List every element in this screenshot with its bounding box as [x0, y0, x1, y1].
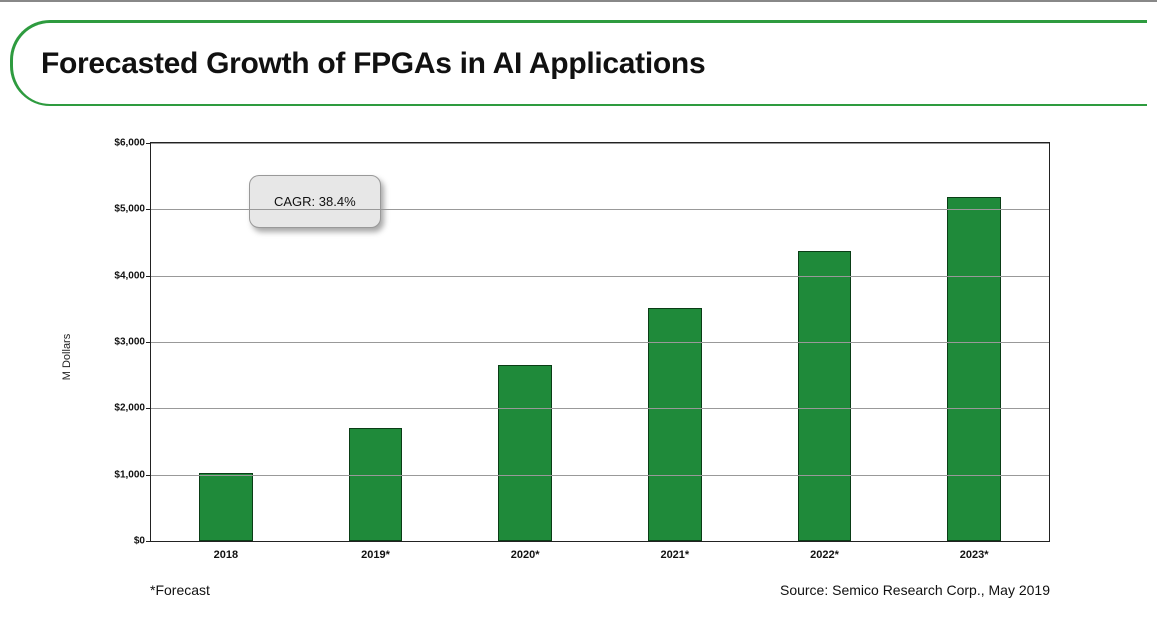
plot-area: CAGR: 38.4% $0$1,000$2,000$3,000$4,000$5…	[150, 142, 1050, 542]
gridline	[151, 408, 1049, 409]
bar	[498, 365, 552, 541]
gridline	[151, 342, 1049, 343]
y-tick-mark	[146, 276, 151, 277]
x-tick-label: 2019*	[361, 541, 390, 561]
bar	[199, 473, 253, 541]
x-tick-label: 2018	[214, 541, 238, 561]
footnote-forecast: *Forecast	[150, 582, 210, 598]
gridline	[151, 475, 1049, 476]
bar	[947, 197, 1001, 541]
y-tick-mark	[146, 475, 151, 476]
y-axis-label: M Dollars	[61, 334, 73, 380]
bar	[798, 251, 852, 541]
gridline	[151, 143, 1049, 144]
x-tick-label: 2020*	[511, 541, 540, 561]
y-tick-mark	[146, 342, 151, 343]
y-tick-mark	[146, 209, 151, 210]
gridline	[151, 276, 1049, 277]
bar	[349, 428, 403, 541]
x-tick-label: 2021*	[660, 541, 689, 561]
title-bar: Forecasted Growth of FPGAs in AI Applica…	[10, 20, 1147, 106]
chart: M Dollars CAGR: 38.4% $0$1,000$2,000$3,0…	[108, 142, 1056, 572]
x-tick-label: 2023*	[960, 541, 989, 561]
y-tick-mark	[146, 408, 151, 409]
gridline	[151, 209, 1049, 210]
y-tick-mark	[146, 143, 151, 144]
slide-title: Forecasted Growth of FPGAs in AI Applica…	[41, 47, 705, 81]
y-tick-mark	[146, 541, 151, 542]
x-tick-label: 2022*	[810, 541, 839, 561]
slide: Forecasted Growth of FPGAs in AI Applica…	[0, 0, 1157, 628]
footnote-source: Source: Semico Research Corp., May 2019	[780, 582, 1050, 598]
